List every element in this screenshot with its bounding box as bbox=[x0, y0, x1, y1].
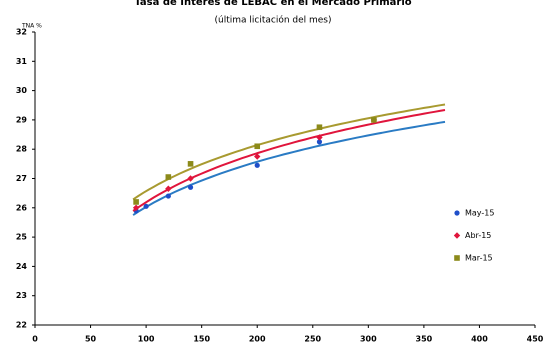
point bbox=[187, 161, 194, 167]
y-tick-label: 25 bbox=[16, 233, 28, 242]
x-tick-label: 400 bbox=[471, 335, 488, 344]
chart-title: Tasa de Interes de LEBAC en el Mercado P… bbox=[134, 0, 411, 8]
trend-line bbox=[132, 120, 446, 216]
point bbox=[187, 184, 194, 190]
y-tick-label: 24 bbox=[16, 262, 28, 271]
point bbox=[254, 162, 260, 168]
point bbox=[453, 232, 461, 239]
y-tick-label: 23 bbox=[16, 291, 27, 300]
point bbox=[316, 139, 323, 145]
y-tick-label: 31 bbox=[16, 57, 28, 66]
point bbox=[132, 204, 140, 211]
point bbox=[165, 174, 172, 180]
point bbox=[254, 153, 261, 160]
point bbox=[133, 199, 139, 205]
point bbox=[454, 255, 460, 261]
y-tick-label: 32 bbox=[16, 28, 27, 37]
x-tick-label: 150 bbox=[193, 335, 210, 344]
y-tick-label: 28 bbox=[16, 145, 28, 154]
y-axis-label: TNA % bbox=[21, 23, 42, 30]
chart-subtitle: (última licitación del mes) bbox=[214, 15, 331, 26]
x-tick-label: 0 bbox=[32, 335, 38, 344]
x-tick-label: 450 bbox=[527, 335, 544, 344]
y-tick-label: 30 bbox=[16, 86, 28, 95]
point bbox=[316, 124, 323, 131]
point bbox=[187, 175, 194, 182]
point bbox=[454, 210, 460, 216]
point bbox=[316, 134, 323, 141]
legend-label: Mar-15 bbox=[465, 254, 493, 263]
x-tick-label: 200 bbox=[249, 335, 266, 344]
y-tick-label: 26 bbox=[16, 203, 28, 212]
x-tick-label: 350 bbox=[416, 335, 433, 344]
point bbox=[371, 117, 377, 123]
y-tick-label: 27 bbox=[16, 174, 27, 183]
x-tick-label: 300 bbox=[360, 335, 377, 344]
legend-label: May-15 bbox=[465, 209, 494, 218]
y-tick-label: 29 bbox=[16, 115, 28, 124]
trend-line bbox=[132, 109, 446, 212]
point bbox=[143, 203, 149, 209]
x-tick-label: 50 bbox=[85, 335, 97, 344]
point bbox=[165, 185, 172, 192]
x-tick-label: 250 bbox=[304, 335, 321, 344]
legend-label: Abr-15 bbox=[465, 231, 491, 240]
point bbox=[254, 143, 261, 150]
trend-line bbox=[132, 103, 446, 201]
x-tick-label: 100 bbox=[138, 335, 155, 344]
y-tick-label: 22 bbox=[16, 321, 27, 330]
point bbox=[165, 193, 171, 199]
